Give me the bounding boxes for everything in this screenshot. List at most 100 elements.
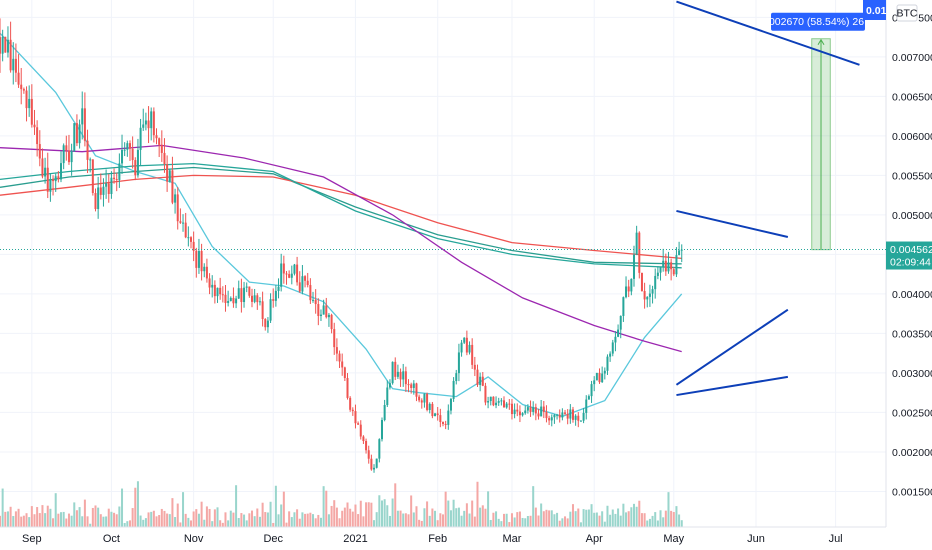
candle-body	[150, 111, 153, 129]
candle-body	[134, 160, 137, 176]
volume-bar	[518, 511, 521, 527]
moving-average-line	[0, 144, 682, 353]
candle-body	[532, 407, 535, 412]
volume-bar	[335, 507, 338, 527]
volume-bar	[78, 507, 81, 527]
volume-bar	[139, 515, 142, 527]
volume-bar	[471, 500, 474, 527]
candle-body	[105, 183, 108, 187]
volume-bar	[603, 521, 606, 527]
candle-body	[197, 251, 200, 268]
volume-bar	[654, 512, 657, 527]
volume-bar	[542, 511, 545, 527]
candle-body	[290, 273, 293, 278]
volume-bar	[571, 504, 574, 527]
candle-body	[359, 424, 362, 437]
volume-bar	[468, 513, 471, 527]
candle-body	[17, 72, 20, 85]
candle-body	[6, 39, 9, 53]
trend-line	[676, 0, 860, 66]
y-tick-label: 0.003500	[892, 328, 932, 340]
volume-bar	[601, 511, 604, 527]
candle-body	[585, 399, 588, 413]
y-tick-label: 0.007000	[892, 52, 932, 64]
time-axis: Sep Oct Nov Dec 2021 Feb Mar Apr May Jun Jul	[0, 526, 886, 545]
volume-bar	[391, 498, 394, 527]
volume-bar	[62, 511, 65, 527]
volume-bar	[476, 481, 479, 527]
candle-body	[229, 297, 232, 302]
y-tick-label: 0.006000	[892, 131, 932, 143]
volume-bar	[434, 510, 437, 527]
candle-body	[468, 344, 471, 353]
measure-arrow-head	[817, 38, 825, 45]
candle-body	[179, 221, 182, 223]
candle-body	[41, 158, 44, 177]
candle-body	[258, 301, 261, 303]
candle-body	[638, 232, 641, 273]
candle-body	[312, 299, 315, 301]
candle-body	[529, 407, 532, 412]
candle-body	[338, 353, 341, 362]
candle-body	[460, 342, 463, 353]
volume-bar	[189, 520, 193, 527]
candle-body	[593, 380, 596, 385]
volume-bar	[41, 505, 44, 527]
candle-body	[540, 406, 543, 417]
candle-body	[266, 320, 269, 328]
volume-bar	[675, 506, 678, 527]
candle-body	[158, 138, 161, 145]
candle-body	[418, 396, 421, 401]
volume-bar	[147, 512, 150, 527]
volume-bar	[176, 503, 179, 527]
candle-body	[601, 373, 604, 383]
volume-bar	[357, 514, 360, 527]
candle-body	[513, 409, 516, 415]
candle-body	[654, 275, 657, 290]
volume-bar	[258, 516, 261, 527]
candle-body	[444, 423, 447, 425]
x-tick-label: Feb	[428, 533, 447, 545]
candle-body	[656, 272, 659, 276]
moving-average-line	[0, 166, 682, 265]
trend-line	[676, 375, 789, 397]
candle-body	[441, 422, 445, 424]
candle-body	[383, 405, 386, 421]
volume-bar	[142, 519, 145, 527]
candle-body	[415, 383, 418, 397]
candle-body	[97, 187, 100, 209]
volume-bar	[521, 517, 524, 527]
candle-body	[566, 413, 569, 419]
candle-body	[399, 371, 402, 380]
candle-body	[598, 372, 601, 383]
candle-body	[603, 370, 606, 374]
candle-body	[36, 127, 39, 145]
candle-body	[386, 387, 389, 406]
volume-bar	[274, 485, 277, 527]
volume-bar	[163, 510, 166, 527]
candle-body	[670, 262, 673, 270]
volume-bar	[420, 520, 423, 527]
volume-bar	[635, 506, 638, 527]
volume-bar	[444, 491, 447, 527]
volume-bar	[643, 513, 646, 527]
volume-bar	[630, 507, 633, 527]
candle-body	[357, 423, 360, 425]
candle-body	[428, 403, 431, 411]
volume-bar	[402, 513, 405, 527]
moving-averages	[0, 32, 683, 418]
volume-bar	[312, 514, 315, 527]
volume-bar	[107, 508, 110, 527]
candle-body	[136, 149, 139, 176]
candle-body	[123, 149, 126, 151]
candle-body	[272, 299, 275, 301]
volume-bar	[243, 514, 246, 527]
volume-bar	[99, 514, 102, 527]
volume-bar	[208, 508, 211, 527]
volume-bar	[224, 512, 227, 527]
grid	[0, 0, 886, 527]
volume-bar	[508, 522, 511, 527]
volume-bar	[298, 518, 301, 527]
candle-body	[407, 384, 410, 386]
